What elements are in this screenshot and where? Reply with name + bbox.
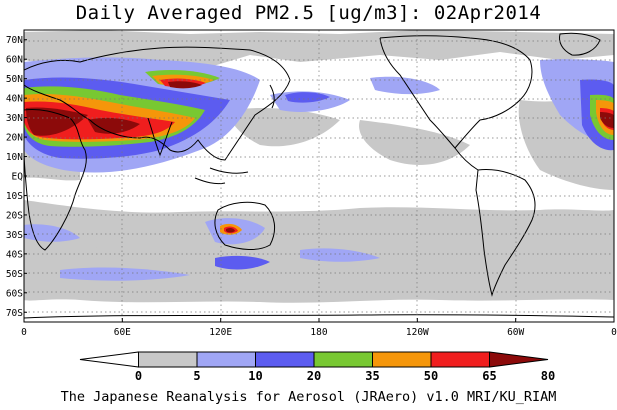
lon-tick-label: 120W — [406, 327, 429, 338]
credit-line: The Japanese Reanalysis for Aerosol (JRA… — [60, 389, 557, 405]
colorbar-label: 80 — [541, 369, 555, 383]
lon-tick-label: 0 — [611, 327, 617, 338]
lat-tick-label: 50N — [6, 74, 23, 85]
lat-tick-label: 50S — [6, 269, 23, 280]
colorbar: 0 5 10 20 35 50 65 80 — [79, 351, 555, 383]
colorbar-segment — [79, 351, 139, 368]
lon-tick-label: 180 — [310, 327, 327, 338]
colorbar-label: 50 — [424, 369, 438, 383]
lat-tick-label: 60N — [6, 55, 23, 66]
lat-tick-label: 10N — [6, 152, 23, 163]
lon-tick-label: 60E — [114, 327, 131, 338]
colorbar-label: 0 — [135, 369, 142, 383]
colorbar-segment — [372, 351, 432, 368]
longitude-axis: 0 60E 120E 180 120W 60W 0 — [21, 318, 617, 338]
lat-tick-label: 30S — [6, 230, 23, 241]
lat-tick-label: 10S — [6, 191, 23, 202]
lat-tick-label: 60S — [6, 288, 23, 299]
pm25-shading — [24, 30, 614, 303]
lat-tick-label: 70N — [6, 35, 23, 46]
lon-tick-label: 60W — [507, 327, 524, 338]
colorbar-label: 65 — [482, 369, 496, 383]
colorbar-segment — [430, 351, 490, 368]
lat-tick-label: 20S — [6, 210, 23, 221]
colorbar-label: 35 — [365, 369, 379, 383]
colorbar-segment — [313, 351, 373, 368]
lat-tick-label: 30N — [6, 113, 23, 124]
colorbar-label: 20 — [307, 369, 321, 383]
colorbar-label: 5 — [193, 369, 200, 383]
colorbar-label: 10 — [248, 369, 262, 383]
latitude-axis: 70N 60N 50N 40N 30N 20N 10N EQ 10S 20S 30S 40S 50S 60… — [6, 35, 27, 319]
colorbar-segment — [196, 351, 256, 368]
lon-tick-label: 0 — [21, 327, 27, 338]
figure-title: Daily Averaged PM2.5 [ug/m3]: 02Apr2014 — [75, 2, 542, 24]
colorbar-segment — [138, 351, 198, 368]
lat-tick-label: 40S — [6, 249, 23, 260]
colorbar-segment — [255, 351, 315, 368]
lat-tick-label: 40N — [6, 94, 23, 105]
lat-tick-label: EQ — [12, 172, 24, 183]
colorbar-segment — [489, 351, 549, 368]
lat-tick-label: 70S — [6, 308, 23, 319]
graticule — [24, 30, 614, 322]
lat-tick-label: 20N — [6, 133, 23, 144]
lon-tick-label: 120E — [209, 327, 232, 338]
